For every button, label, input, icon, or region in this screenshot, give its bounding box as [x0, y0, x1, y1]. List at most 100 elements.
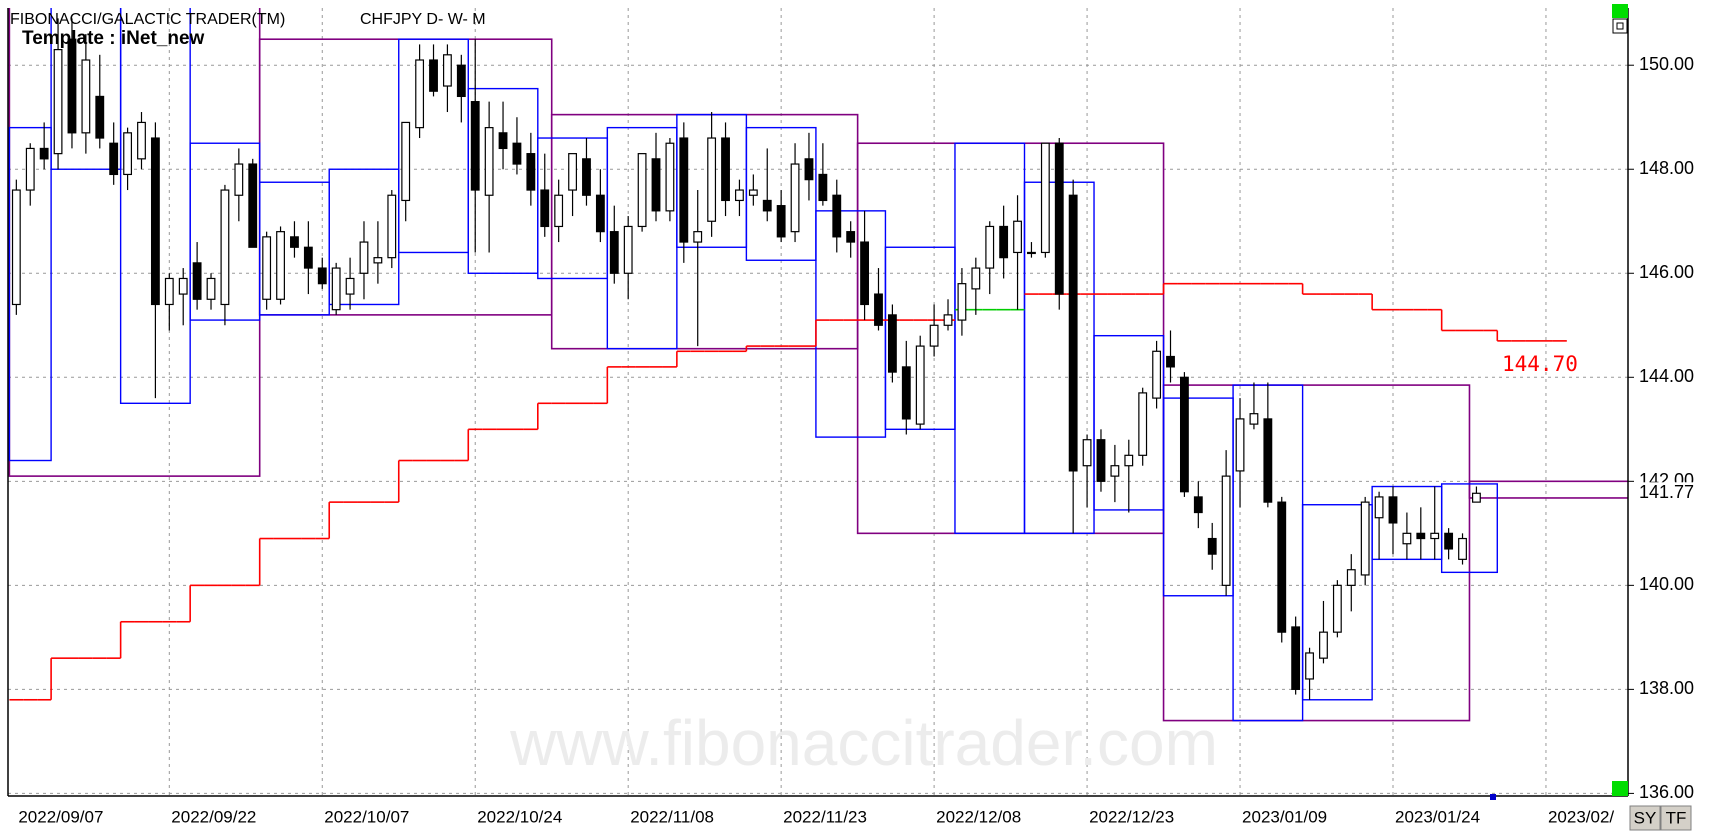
- x-tick-label: 2022/12/23: [1089, 807, 1174, 826]
- y-tick-label: 150.00: [1639, 54, 1694, 74]
- weekly-box: [8, 126, 52, 462]
- candle-body: [971, 267, 981, 290]
- candle-body: [470, 101, 480, 191]
- candle-body: [1319, 631, 1328, 659]
- candle-body: [1444, 532, 1454, 550]
- candle-body: [1110, 465, 1120, 477]
- candle-body: [67, 38, 77, 134]
- candle-body: [1179, 376, 1189, 493]
- candle-body: [39, 147, 49, 160]
- candle-body: [526, 153, 536, 191]
- candle-body: [637, 153, 647, 228]
- candle-body: [860, 241, 870, 306]
- candle-body: [818, 173, 828, 202]
- candle-body: [1472, 492, 1481, 503]
- symbol: CHFJPY D- W- M: [360, 11, 486, 28]
- x-tick-label: 2022/10/24: [477, 807, 562, 826]
- price-label: 141.77: [1639, 482, 1694, 502]
- candle-body: [1027, 251, 1036, 255]
- candle-body: [1013, 220, 1022, 254]
- candle-body: [929, 324, 939, 347]
- candle-body: [748, 189, 758, 196]
- candle-body: [582, 158, 591, 196]
- price-label-bg: [1630, 482, 1702, 505]
- candle-body: [262, 236, 272, 300]
- candle-body: [651, 158, 661, 212]
- candle-body: [1430, 532, 1440, 540]
- sy-button[interactable]: SY: [1629, 805, 1661, 831]
- candle-body: [790, 163, 800, 233]
- candle-body: [164, 277, 174, 306]
- candle-body: [401, 121, 411, 202]
- candle-body: [415, 59, 425, 129]
- monthly-box: [1468, 480, 1628, 499]
- x-tick-label: 2022/12/08: [936, 807, 1021, 826]
- corner-icon[interactable]: [1612, 781, 1628, 796]
- y-tick-label: 140.00: [1639, 574, 1694, 594]
- candle-body: [303, 246, 313, 269]
- app-title: FIBONACCI/GALACTIC TRADER(TM): [10, 11, 285, 28]
- candle-body: [484, 127, 494, 196]
- candle-body: [609, 231, 619, 274]
- x-tick-label: 2022/10/07: [324, 807, 409, 826]
- candle-body: [345, 277, 355, 295]
- candle-body: [248, 163, 258, 248]
- button-face[interactable]: [1629, 805, 1661, 831]
- y-tick-label: 146.00: [1639, 262, 1694, 282]
- y-tick-label: 148.00: [1639, 158, 1694, 178]
- candle-body: [846, 231, 856, 243]
- candle-body: [1207, 537, 1217, 555]
- candle-body: [1291, 626, 1301, 690]
- candle-body: [11, 189, 21, 306]
- candle-body: [178, 277, 188, 295]
- button-label[interactable]: TF: [1666, 808, 1687, 827]
- axes: 136.00138.00140.00142.00144.00146.00148.…: [7, 8, 1702, 826]
- plot: 144.70: [8, 8, 1628, 722]
- candle-body: [957, 283, 967, 321]
- candle-body: [1249, 413, 1259, 425]
- candle-body: [331, 267, 341, 311]
- candle-body: [1054, 142, 1064, 295]
- corner-icon[interactable]: [1612, 4, 1628, 18]
- candle-body: [192, 262, 202, 300]
- corner-icon[interactable]: [1612, 18, 1628, 34]
- candle-body: [276, 231, 285, 300]
- candle-body: [290, 236, 299, 248]
- candle-body: [623, 225, 633, 274]
- candle-body: [1360, 501, 1370, 576]
- x-tick-label: 2022/09/22: [171, 807, 256, 826]
- candle-body: [456, 64, 466, 98]
- candle-body: [206, 277, 216, 300]
- candle-body: [693, 231, 703, 243]
- candle-body: [150, 137, 160, 306]
- candle-body: [123, 132, 133, 176]
- candle-body: [317, 267, 327, 285]
- template: Template : iNet_new: [22, 28, 205, 49]
- watermark: www.fibonaccitrader.com: [509, 707, 1218, 779]
- button-label[interactable]: SY: [1634, 808, 1657, 827]
- candle-body: [234, 163, 244, 196]
- y-tick-label: 138.00: [1639, 678, 1694, 698]
- candle-body: [1096, 439, 1106, 482]
- candle-body: [776, 205, 786, 238]
- x-tick-label: 2023/01/24: [1395, 807, 1480, 826]
- candle-body: [1082, 439, 1092, 467]
- candle-body: [804, 158, 814, 181]
- tf-button[interactable]: TF: [1660, 805, 1692, 831]
- y-tick-label: 136.00: [1639, 782, 1694, 802]
- candle-body: [81, 59, 91, 134]
- candle-body: [373, 257, 383, 264]
- button-face[interactable]: [1660, 805, 1692, 831]
- candle-body: [1152, 350, 1162, 399]
- marker: [1490, 794, 1496, 800]
- weekly-box: [1301, 504, 1373, 701]
- candle-body: [1263, 418, 1273, 503]
- candle-body: [887, 314, 897, 373]
- candle-body: [1305, 652, 1314, 680]
- candle-body: [832, 194, 842, 238]
- candle-body: [901, 366, 911, 420]
- candle-body: [1402, 532, 1412, 545]
- candle-body: [762, 199, 772, 212]
